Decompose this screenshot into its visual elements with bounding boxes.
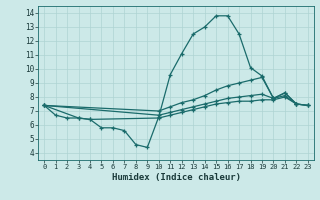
X-axis label: Humidex (Indice chaleur): Humidex (Indice chaleur) bbox=[111, 173, 241, 182]
